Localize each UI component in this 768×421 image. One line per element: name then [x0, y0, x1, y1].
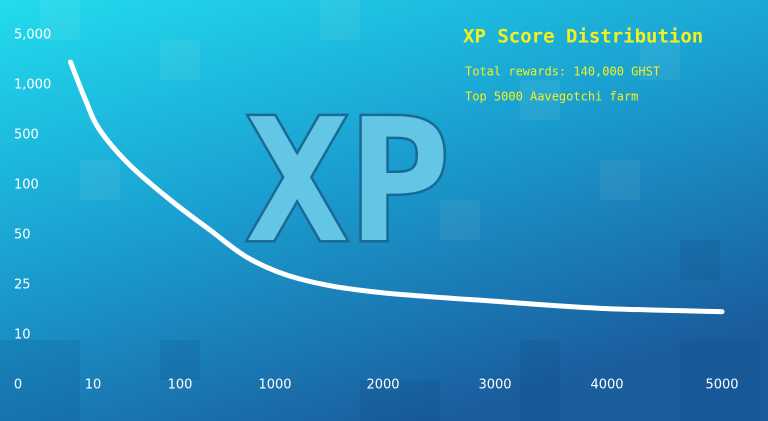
x-tick-label: 0 [14, 378, 22, 393]
y-tick-label: 5,000 [14, 28, 51, 43]
x-tick-label: 2000 [366, 378, 399, 393]
pixel-pattern [40, 0, 680, 240]
x-tick-label: 100 [168, 378, 193, 393]
logo: XP [246, 83, 451, 281]
line [68, 59, 725, 315]
x-tick-label: 1000 [258, 378, 291, 393]
pixel-pattern-dark [0, 240, 760, 421]
subtitle: Total rewards: 140,000 GHST [465, 65, 660, 79]
y-tick-label: 10 [14, 328, 31, 343]
x-tick-label: 3000 [478, 378, 511, 393]
x-tick-label: 4000 [590, 378, 623, 393]
y-tick-label: 100 [14, 178, 39, 193]
y-tick-label: 500 [14, 128, 39, 143]
y-tick-label: 50 [14, 228, 31, 243]
y-tick-label: 1,000 [14, 78, 51, 93]
x-tick-label: 10 [85, 378, 102, 393]
x-tick-label: 5000 [705, 378, 738, 393]
chart-title: XP Score Distribution [463, 26, 703, 48]
subtitle: Top 5000 Aavegotchi farm [465, 90, 638, 104]
y-tick-label: 25 [14, 278, 31, 293]
